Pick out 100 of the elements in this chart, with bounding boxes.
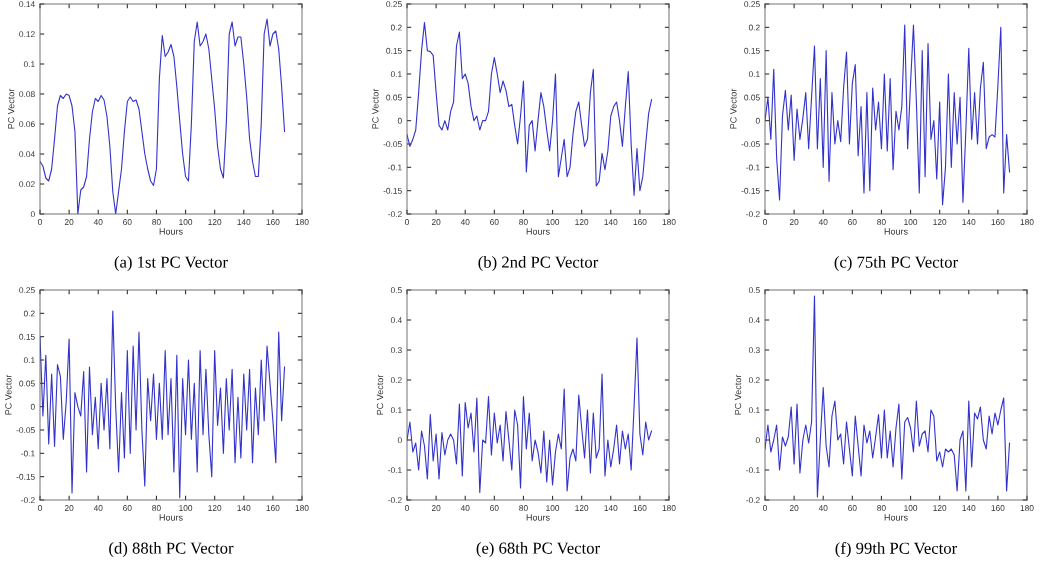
line-series [407,337,653,494]
x-tick-label: 0 [405,219,409,225]
line-series [40,310,286,499]
line-series [765,295,1011,498]
x-tick-label: 40 [460,219,470,225]
x-tick-label: 120 [933,505,947,511]
x-tick-label: 40 [818,505,828,511]
y-tick-label: 0.15 [744,47,760,54]
y-tick-label: 0.04 [19,151,35,158]
y-tick-label: 0.1 [23,357,35,364]
y-tick-label: -0.15 [741,187,760,194]
y-axis-title: PC Vector [7,88,15,129]
x-tick-label: 20 [64,505,74,511]
text: (e) 68th PC Vector [476,542,600,558]
y-tick-label: 0.08 [19,91,35,98]
text: (d) 88th PC Vector [109,542,234,558]
x-tick-label: 140 [604,219,618,225]
x-tick-label: 140 [962,505,976,511]
x-tick-label: 120 [208,505,222,511]
x-tick-label: 80 [519,219,528,225]
y-tick-label: -0.15 [16,473,35,480]
y-tick-label: -0.2 [21,497,35,504]
x-tick-label: 60 [848,505,857,511]
y-axis-title: PC Vector [372,88,379,129]
x-axis-title: Hours [884,228,908,235]
x-tick-label: 60 [123,219,132,225]
y-tick-label: -0.05 [16,427,35,434]
y-axis-title: PC Vector [5,374,12,415]
y-tick-label: 0 [30,211,35,218]
text: (f) 99th PC Vector [835,542,958,558]
x-tick-label: 40 [818,219,828,225]
x-tick-label: 120 [933,219,947,225]
y-tick-label: 0.25 [744,1,760,8]
x-tick-label: 140 [962,219,976,225]
y-tick-label: 0.4 [390,317,402,324]
y-tick-label: 0.02 [19,181,35,188]
x-tick-label: 0 [405,505,409,511]
y-tick-label: -0.05 [383,141,402,148]
y-tick-label: 0.1 [748,71,760,78]
x-tick-label: 160 [991,219,1005,225]
y-tick-label: -0.2 [388,211,402,218]
y-tick-label: -0.1 [388,164,402,171]
y-tick-label: 0 [755,117,760,124]
x-tick-label: 0 [38,505,42,511]
x-tick-label: 160 [991,505,1005,511]
y-tick-label: 0.05 [744,94,760,101]
y-axis-title: PC Vector [734,374,742,415]
x-tick-label: 180 [295,505,309,511]
x-tick-label: 60 [490,219,499,225]
y-tick-label: 0.2 [748,377,760,384]
x-tick-label: 180 [1020,505,1034,511]
line-series [765,24,1011,206]
x-tick-label: 20 [431,505,441,511]
y-tick-label: -0.15 [383,187,402,194]
y-tick-label: -0.2 [746,497,760,504]
y-tick-label: 0.1 [23,61,35,68]
y-tick-label: 0 [397,437,402,444]
x-axis-title: Hours [884,514,908,521]
y-tick-label: 0 [397,117,402,124]
x-tick-label: 120 [575,505,589,511]
y-axis-title: PC Vector [376,374,384,415]
y-tick-label: -0.2 [388,497,402,504]
x-tick-label: 20 [789,505,799,511]
x-tick-label: 80 [519,505,528,511]
y-tick-label: 0.25 [386,1,402,8]
y-tick-label: -0.1 [746,467,760,474]
x-tick-label: 40 [93,505,103,511]
x-tick-label: 120 [575,219,589,225]
y-tick-label: 0.05 [19,380,35,387]
x-tick-label: 100 [179,219,193,225]
y-tick-label: 0.1 [748,407,760,414]
y-tick-label: 0.06 [19,121,35,128]
x-axis-title: Hours [159,514,183,521]
x-tick-label: 60 [123,505,132,511]
x-tick-label: 180 [1020,219,1034,225]
x-tick-label: 0 [38,219,42,225]
x-tick-label: 140 [604,505,618,511]
y-tick-label: 0.5 [390,287,402,294]
x-tick-label: 180 [295,219,309,225]
x-tick-label: 20 [64,219,74,225]
y-tick-label: -0.1 [746,164,760,171]
y-tick-label: -0.05 [741,141,760,148]
y-tick-label: 0 [30,403,35,410]
y-tick-label: 0.1 [390,407,402,414]
y-tick-label: 0.1 [390,71,402,78]
x-tick-label: 160 [633,219,647,225]
y-tick-label: 0.14 [19,1,35,8]
x-tick-label: 40 [93,219,103,225]
line-series [40,18,286,214]
x-tick-label: 60 [848,219,857,225]
x-tick-label: 180 [662,505,676,511]
text: (c) 75th PC Vector [834,256,958,272]
x-tick-label: 140 [237,505,251,511]
y-tick-label: 0.2 [748,24,760,31]
y-tick-label: 0.4 [748,317,760,324]
x-tick-label: 100 [179,505,193,511]
x-tick-label: 60 [490,505,499,511]
x-tick-label: 0 [763,219,767,225]
y-tick-label: -0.1 [21,450,35,457]
y-tick-label: 0 [755,437,760,444]
